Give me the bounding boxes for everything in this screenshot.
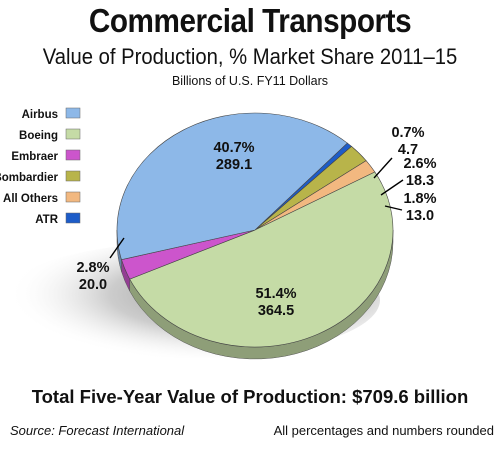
- legend-label-all-others: All Others: [3, 193, 58, 205]
- slice-value-embraer: 20.0: [79, 277, 107, 293]
- legend-swatch-all-others: [65, 191, 81, 203]
- legend-label-airbus: Airbus: [22, 109, 58, 121]
- total-value: Total Five-Year Value of Production: $70…: [31, 386, 469, 407]
- rounding-note: All percentages and numbers rounded: [273, 423, 494, 438]
- legend-swatch-atr: [65, 212, 81, 224]
- legend-swatch-boeing: [65, 128, 81, 140]
- slice-percent-bombardier: 2.6%: [403, 156, 436, 172]
- slice-percent-atr: 0.7%: [391, 125, 424, 141]
- legend-label-boeing: Boeing: [19, 130, 58, 142]
- leader-line-bombardier: [380, 179, 404, 196]
- chart-subtitle: Value of Production, % Market Share 2011…: [42, 44, 458, 69]
- slice-percent-all-others: 1.8%: [403, 191, 436, 207]
- legend-swatch-airbus: [65, 107, 81, 119]
- slice-value-all-others: 13.0: [406, 208, 434, 224]
- slice-percent-embraer: 2.8%: [76, 260, 109, 276]
- legend-label-bombardier: Bombardier: [0, 172, 59, 184]
- slice-airbus: [116, 112, 348, 260]
- legend-label-atr: ATR: [35, 214, 58, 226]
- source-note: Source: Forecast International: [10, 423, 185, 438]
- slice-percent-airbus: 40.7%: [213, 140, 254, 156]
- leader-line-all-others: [384, 205, 403, 211]
- slice-value-atr: 4.7: [398, 142, 418, 158]
- chart-title: Commercial Transports: [88, 2, 412, 39]
- slice-value-boeing: 364.5: [258, 303, 294, 319]
- legend-label-embraer: Embraer: [11, 151, 58, 163]
- leader-line-embraer: [109, 237, 125, 259]
- slice-boeing: [129, 171, 394, 348]
- leader-line-atr: [373, 157, 393, 179]
- slice-value-bombardier: 18.3: [406, 173, 434, 189]
- slice-value-airbus: 289.1: [216, 157, 252, 173]
- slice-percent-boeing: 51.4%: [255, 286, 296, 302]
- legend-swatch-embraer: [65, 149, 81, 161]
- legend-swatch-bombardier: [65, 170, 81, 182]
- units-label: Billions of U.S. FY11 Dollars: [171, 74, 329, 88]
